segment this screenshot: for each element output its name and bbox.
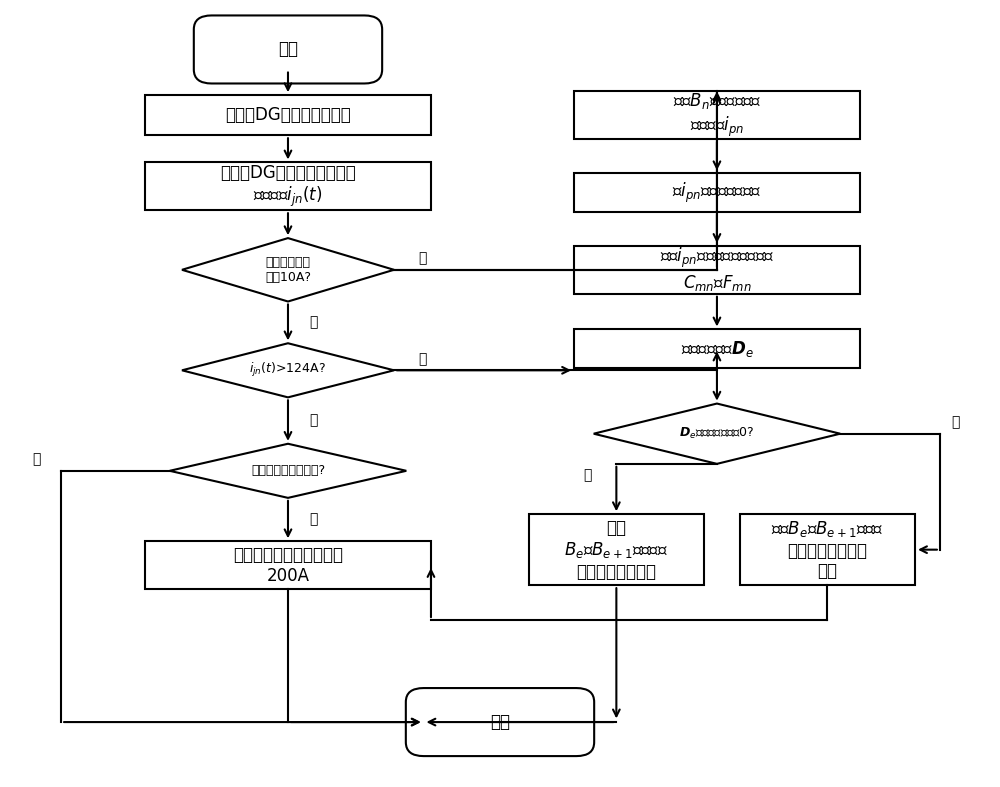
Text: 求取特征方向$\boldsymbol{D}_e$: 求取特征方向$\boldsymbol{D}_e$	[681, 338, 753, 359]
Polygon shape	[594, 404, 840, 464]
Text: 否: 否	[310, 316, 318, 330]
Bar	[740, 514, 915, 586]
Text: 是: 是	[310, 512, 318, 527]
Text: $\boldsymbol{D}_e$中是否存在小于0?: $\boldsymbol{D}_e$中是否存在小于0?	[679, 426, 755, 442]
Polygon shape	[182, 343, 394, 397]
Text: 获取$B_n$上各相电流的
叠加分量$i_{pn}$: 获取$B_n$上各相电流的 叠加分量$i_{pn}$	[673, 91, 761, 139]
Text: 判定
$B_e$和$B_{e+1}$之间为故
障区段，保护跳闸: 判定 $B_e$和$B_{e+1}$之间为故 障区段，保护跳闸	[564, 519, 668, 581]
Text: 差分零序电流
大于10A?: 差分零序电流 大于10A?	[265, 256, 311, 284]
Text: 是: 是	[583, 468, 592, 482]
Text: 判定$B_e$和$B_{e+1}$之间为
健全区段，保护不
跳闸: 判定$B_e$和$B_{e+1}$之间为 健全区段，保护不 跳闸	[771, 519, 884, 581]
FancyBboxPatch shape	[406, 688, 594, 756]
Bar	[529, 514, 704, 586]
Text: 结束: 结束	[490, 713, 510, 731]
Text: 对$i_{pn}$进行傅里叶分析: 对$i_{pn}$进行傅里叶分析	[672, 180, 761, 205]
Bar	[574, 329, 860, 368]
Bar	[574, 91, 860, 139]
Text: 获取各DG的各相电流瞬时值
的绝对值$i_{jn}(t)$: 获取各DG的各相电流瞬时值 的绝对值$i_{jn}(t)$	[220, 164, 356, 209]
Text: 开始: 开始	[278, 40, 298, 58]
Polygon shape	[182, 238, 394, 301]
Bar	[574, 246, 860, 294]
Bar	[145, 162, 431, 210]
Bar	[574, 173, 860, 212]
Text: 获取各DG的差分零序电流: 获取各DG的差分零序电流	[225, 106, 351, 124]
Text: 获得$i_{pn}$直流和基频分量相角
$C_{mn}$和$F_{mn}$: 获得$i_{pn}$直流和基频分量相角 $C_{mn}$和$F_{mn}$	[660, 246, 774, 294]
Text: 是: 是	[419, 352, 427, 366]
Polygon shape	[170, 444, 406, 498]
Text: 否: 否	[310, 413, 318, 427]
Text: 是否检测到高阻故障?: 是否检测到高阻故障?	[251, 464, 325, 477]
Text: 启动限流策略，限流值为
200A: 启动限流策略，限流值为 200A	[233, 545, 343, 585]
Text: $i_{jn}(t)$>124A?: $i_{jn}(t)$>124A?	[249, 361, 327, 379]
Bar	[145, 95, 431, 135]
Text: 是: 是	[419, 251, 427, 265]
Text: 否: 否	[952, 415, 960, 429]
Text: 否: 否	[32, 453, 41, 466]
Bar	[145, 541, 431, 589]
FancyBboxPatch shape	[194, 16, 382, 83]
